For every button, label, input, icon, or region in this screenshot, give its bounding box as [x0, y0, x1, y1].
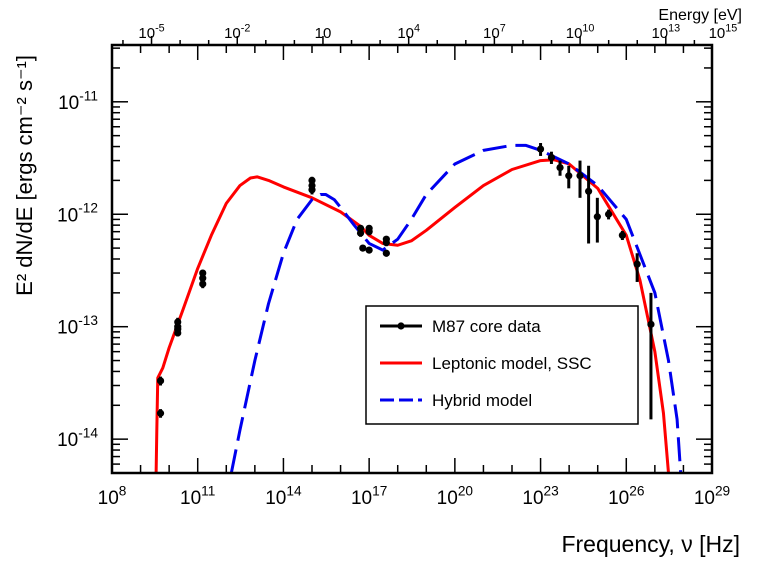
top-tick-label: 1010 — [566, 22, 595, 42]
data-point — [618, 230, 626, 241]
data-marker — [647, 320, 655, 328]
top-tick-label: 1013 — [651, 22, 680, 42]
x-axis-title: Frequency, ν [Hz] — [561, 531, 740, 557]
data-marker — [156, 409, 165, 417]
data-point — [565, 165, 573, 189]
y-tick-label: 10-12 — [57, 201, 98, 227]
data-marker — [618, 231, 626, 239]
data-point — [308, 185, 316, 195]
legend-item: Leptonic model, SSC — [380, 354, 592, 373]
data-marker — [359, 244, 367, 252]
top-tick-label: 10-2 — [224, 22, 250, 42]
data-point — [576, 160, 584, 198]
y-tick-label: 10-13 — [57, 313, 98, 339]
x-tick-label: 1011 — [180, 483, 215, 509]
data-marker — [199, 280, 207, 288]
data-marker — [156, 377, 165, 385]
data-marker — [593, 213, 601, 221]
top-axis-title: Energy [eV] — [658, 7, 742, 24]
top-tick-label: 10-5 — [138, 22, 164, 42]
legend-item: M87 core data — [380, 317, 541, 336]
data-point — [359, 244, 367, 252]
legend-label: Hybrid model — [432, 391, 532, 410]
legend: M87 core data Leptonic model, SSC Hybrid m… — [365, 305, 639, 425]
x-tick-label: 1026 — [608, 483, 644, 509]
data-point — [199, 280, 207, 289]
legend-marker — [397, 322, 405, 330]
y-tick-label: 10-11 — [58, 88, 98, 114]
data-point — [556, 160, 564, 176]
data-marker — [604, 210, 613, 218]
data-point — [604, 209, 613, 220]
data-marker — [585, 187, 593, 195]
top-tick-label: 104 — [397, 22, 420, 42]
data-marker — [536, 145, 545, 153]
top-tick-label: 1015 — [709, 22, 738, 42]
x-tick-label: 1014 — [265, 483, 302, 509]
data-marker — [382, 238, 390, 247]
data-marker — [199, 269, 207, 277]
legend-label: M87 core data — [432, 317, 541, 336]
data-point — [547, 151, 556, 164]
data-point — [356, 229, 365, 237]
data-point — [156, 409, 165, 418]
data-marker — [556, 163, 564, 172]
y-axis-title: E² dN/dE [ergs cm⁻² s⁻¹] — [12, 55, 37, 296]
plot-area: 108 1011 1014 1017 1020 1023 1026 1029 10-11 10-1… — [57, 22, 737, 509]
data-marker — [308, 176, 316, 185]
top-tick-label: 107 — [483, 22, 506, 42]
axis-ticks — [111, 36, 713, 474]
data-marker — [633, 260, 641, 268]
data-marker — [199, 274, 207, 282]
y-tick-label: 10-14 — [57, 426, 98, 452]
x-tick-label: 108 — [98, 483, 127, 509]
data-marker — [174, 329, 182, 337]
data-marker — [365, 246, 373, 254]
legend-item: Hybrid model — [380, 391, 532, 410]
data-point — [633, 253, 641, 282]
x-tick-label: 1029 — [694, 483, 730, 509]
data-point — [647, 292, 655, 420]
data-point — [365, 228, 373, 236]
data-point — [382, 238, 390, 247]
data-marker — [576, 172, 584, 180]
data-marker — [308, 186, 316, 194]
data-point — [156, 376, 165, 386]
data-marker — [356, 229, 365, 237]
data-point — [382, 249, 390, 257]
data-points — [156, 143, 655, 420]
x-tick-label: 1023 — [522, 483, 558, 509]
data-point — [585, 165, 593, 244]
data-marker — [547, 153, 556, 162]
data-point — [174, 329, 182, 337]
top-tick-label: 10 — [315, 25, 332, 42]
data-marker — [382, 249, 390, 257]
data-point — [536, 143, 545, 156]
hybrid-model-curve — [229, 143, 683, 473]
legend-label: Leptonic model, SSC — [432, 354, 592, 373]
data-point — [365, 246, 373, 254]
data-marker — [565, 172, 573, 180]
x-tick-label: 1020 — [437, 483, 474, 509]
data-marker — [365, 228, 373, 236]
data-point — [593, 197, 601, 243]
x-tick-label: 1017 — [351, 483, 387, 509]
